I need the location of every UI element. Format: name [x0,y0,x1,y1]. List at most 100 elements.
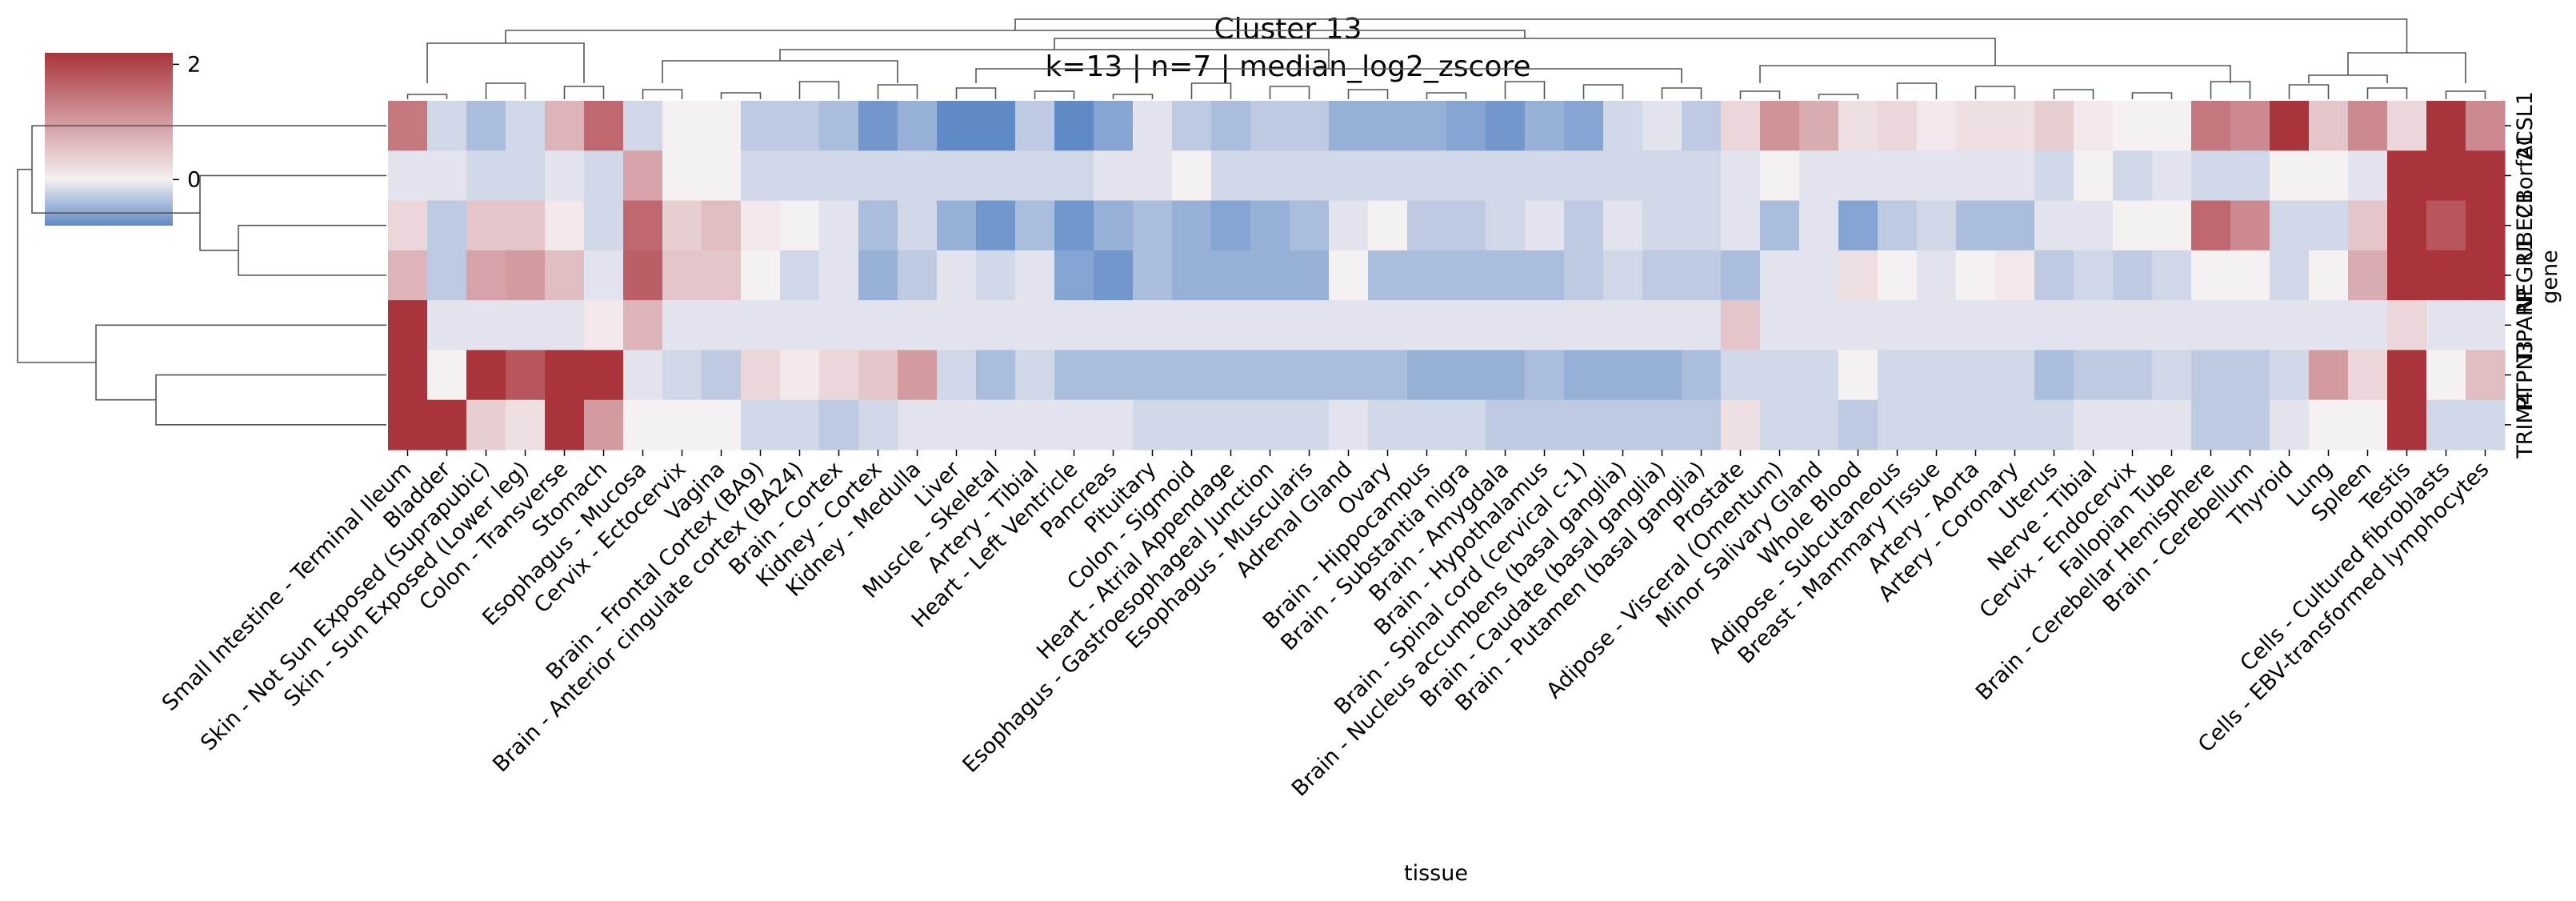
heatmap-cell [662,101,702,151]
heatmap-cell [2034,350,2074,401]
heatmap-cell [1329,300,1369,351]
heatmap-cell [545,399,585,450]
heatmap-cell [2348,101,2388,151]
heatmap-cell [1329,150,1369,202]
heatmap-cell [1917,200,1957,251]
heatmap-cell [1799,200,1839,251]
heatmap-cell [1211,350,1251,401]
heatmap-cell [1760,300,1800,351]
heatmap-cell [1211,300,1251,351]
heatmap-cell [545,200,585,251]
heatmap-cell [1721,399,1761,450]
heatmap-cell [780,399,820,450]
heatmap-cell [1525,399,1565,450]
heatmap-cell [1329,250,1369,301]
heatmap-cell [1917,350,1957,401]
heatmap-cell [1838,300,1878,351]
heatmap-cell [2270,150,2310,202]
heatmap-cell [2074,399,2114,450]
heatmap-cell [780,350,820,401]
heatmap-cell [427,101,467,151]
heatmap-cell [1054,101,1094,151]
colorbar-tick-label: 0 [187,167,201,192]
heatmap-cell [1290,200,1330,251]
heatmap-cell [1250,200,1290,251]
colorbar-tick-label: 2 [187,52,201,77]
heatmap-cell [1760,250,1800,301]
heatmap-cell [780,300,820,351]
heatmap-cell [388,101,428,151]
heatmap-cell [2034,101,2074,151]
heatmap-cell [623,150,663,202]
heatmap-cell [1172,399,1212,450]
heatmap-cell [1368,101,1408,151]
heatmap-cells [388,101,2506,450]
heatmap-cell [2466,399,2506,450]
heatmap-cell [1015,250,1055,301]
heatmap-cell [2426,300,2466,351]
heatmap-cell [1642,200,1682,251]
heatmap-cell [976,399,1016,450]
heatmap-cell [2152,350,2192,401]
heatmap-cell [2230,200,2270,251]
heatmap-cell [1760,101,1800,151]
chart-title: Cluster 13 [1214,13,1362,46]
heatmap-cell [2034,300,2074,351]
heatmap-cell [1094,250,1134,301]
heatmap-cell [1956,250,1996,301]
heatmap-cell [1133,150,1173,202]
heatmap-cell [1211,200,1251,251]
heatmap-cell [1407,200,1447,251]
heatmap-cell [1290,150,1330,202]
heatmap-cell [623,300,663,351]
heatmap-cell [1564,150,1604,202]
heatmap-cell [898,250,938,301]
heatmap-cell [506,350,546,401]
heatmap-cell [506,250,546,301]
heatmap-cell [506,150,546,202]
heatmap-cell [1172,150,1212,202]
heatmap-cell [976,250,1016,301]
heatmap-cell [1564,250,1604,301]
heatmap-cell [2426,399,2466,450]
heatmap-cell [1995,101,2035,151]
heatmap-cell [1486,101,1526,151]
heatmap-cell [2309,150,2349,202]
heatmap-cell [741,200,781,251]
heatmap-cell [1956,150,1996,202]
heatmap-cell [2348,399,2388,450]
heatmap-cell [1015,300,1055,351]
heatmap-cell [1878,250,1918,301]
heatmap-cell [1133,200,1173,251]
heatmap-cell [780,250,820,301]
heatmap-cell [1995,200,2035,251]
heatmap-cell [427,300,467,351]
heatmap-cell [1956,300,1996,351]
heatmap-cell [1564,350,1604,401]
heatmap-cell [1838,250,1878,301]
heatmap-cell [1054,399,1094,450]
heatmap-cell [1721,150,1761,202]
heatmap-cell [819,200,859,251]
heatmap-cell [1995,350,2035,401]
heatmap-cell [623,101,663,151]
heatmap-cell [819,399,859,450]
heatmap-cell [1407,250,1447,301]
heatmap-cell [2034,200,2074,251]
heatmap-cell [1054,200,1094,251]
heatmap-cell [858,399,898,450]
heatmap-cell [2191,101,2231,151]
heatmap-cell [2113,200,2153,251]
x-axis-label: tissue [1404,861,1468,886]
heatmap-cell [2426,150,2466,202]
heatmap-cell [1525,350,1565,401]
heatmap-cell [1917,300,1957,351]
heatmap-cell [1603,101,1643,151]
heatmap-cell [1799,150,1839,202]
heatmap-cell [2113,300,2153,351]
heatmap-cell [427,150,467,202]
heatmap-cell [2309,350,2349,401]
heatmap-cell [1760,150,1800,202]
heatmap-cell [1603,150,1643,202]
heatmap-cell [937,250,977,301]
